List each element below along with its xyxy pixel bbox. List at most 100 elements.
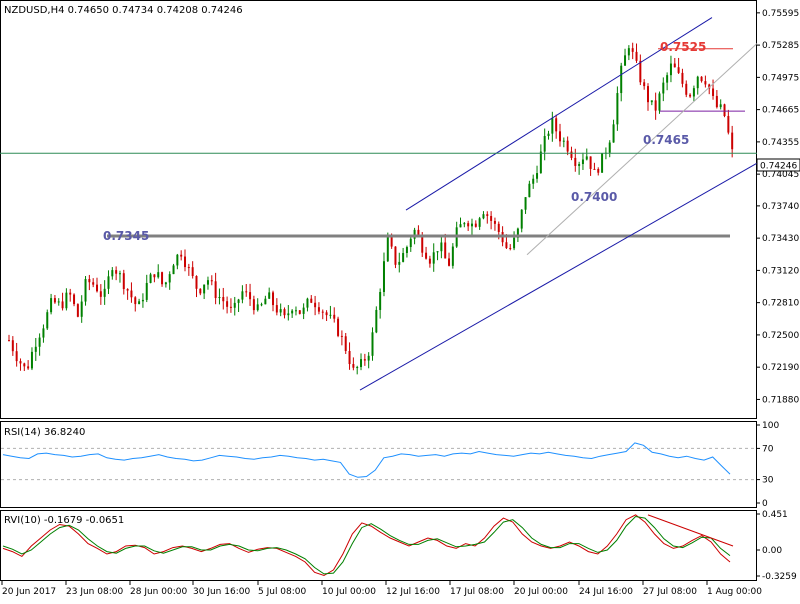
candle-body (134, 297, 137, 305)
candle-body (467, 223, 470, 227)
candle-body (122, 273, 125, 290)
rsi-pane[interactable] (1, 442, 756, 481)
x-tick-label: 24 Jul 16:00 (579, 587, 633, 597)
candle-body (405, 247, 408, 254)
candle-body (187, 267, 190, 269)
level-label-0.7400: 0.7400 (571, 190, 617, 204)
candle-body (562, 140, 565, 142)
candle-body (314, 302, 317, 308)
rvi-tick-label: -0.3259 (762, 572, 797, 582)
candle-body (153, 274, 156, 278)
y-tick-label: 0.72810 (762, 299, 799, 309)
candle-body (84, 279, 87, 302)
candle-body (631, 48, 634, 52)
candle-body (229, 306, 232, 308)
x-tick-label: 1 Aug 00:00 (707, 587, 762, 597)
candle-body (99, 291, 102, 297)
candle-body (532, 178, 535, 184)
candle-body (616, 93, 619, 125)
candle-body (558, 131, 561, 142)
candle-body (723, 104, 726, 117)
candle-body (379, 291, 382, 310)
candle-body (677, 67, 680, 73)
rvi-tick-label: 0.451 (762, 510, 788, 520)
y-tick-label: 0.75595 (762, 9, 799, 19)
candle-body (191, 267, 194, 277)
candle-body (635, 51, 638, 61)
candle-body (386, 236, 389, 262)
candle-body (241, 291, 244, 300)
rvi-tick-label: 0.00 (762, 546, 782, 556)
candle-body (210, 280, 213, 282)
x-tick-label: 27 Jul 08:00 (643, 587, 697, 597)
candle-body (272, 292, 275, 306)
candle-body (696, 76, 699, 89)
candle-body (348, 351, 351, 365)
x-tick-label: 10 Jul 00:00 (322, 587, 376, 597)
candle-body (375, 309, 378, 333)
candle-body (38, 337, 41, 347)
channel-mid-line (526, 43, 758, 256)
candle-body (493, 220, 496, 224)
candle-body (294, 310, 297, 312)
candle-body (291, 310, 294, 314)
candle-body (478, 218, 481, 227)
candle-body (658, 93, 661, 111)
candle-body (608, 142, 611, 153)
candle-body (164, 282, 167, 285)
candle-body (371, 332, 374, 356)
candle-body (107, 276, 110, 289)
candle-body (218, 297, 221, 299)
candle-body (689, 94, 692, 97)
candle-body (321, 311, 324, 313)
candle-body (425, 252, 428, 259)
x-tick-label: 23 Jun 08:00 (66, 587, 123, 597)
price-pane[interactable] (0, 17, 758, 391)
candle-body (360, 359, 363, 368)
candle-body (226, 301, 229, 307)
candle-body (268, 292, 271, 299)
y-tick-label: 0.74975 (762, 73, 799, 83)
candle-body (589, 156, 592, 169)
candle-body (275, 305, 278, 313)
y-tick-label: 0.73430 (762, 234, 799, 244)
x-tick-label: 30 Jun 16:00 (193, 587, 250, 597)
candle-body (11, 340, 14, 352)
candle-body (42, 328, 45, 338)
x-tick-label: 20 Jun 2017 (2, 587, 56, 597)
x-tick-label: 17 Jul 08:00 (450, 587, 504, 597)
candle-body (329, 314, 332, 316)
candle-body (149, 274, 152, 283)
candle-body (704, 81, 707, 85)
candle-body (700, 76, 703, 82)
candle-body (126, 289, 129, 291)
candle-body (662, 82, 665, 94)
candle-body (195, 276, 198, 289)
candle-body (539, 151, 542, 174)
candle-body (302, 307, 305, 314)
candle-body (654, 100, 657, 111)
x-tick-label: 5 Jul 08:00 (258, 587, 307, 597)
rsi-line (2, 442, 731, 478)
candle-body (325, 312, 328, 316)
candle-body (402, 253, 405, 262)
y-tick-label: 0.73740 (762, 202, 799, 212)
candle-body (715, 95, 718, 108)
candle-body (513, 237, 516, 249)
rvi-pane[interactable] (2, 514, 734, 577)
candle-body (551, 118, 554, 134)
candle-body (593, 168, 596, 170)
candle-body (578, 164, 581, 166)
candle-body (505, 242, 508, 248)
x-tick-label: 12 Jul 16:00 (386, 587, 440, 597)
candle-body (306, 298, 309, 308)
candle-body (103, 288, 106, 297)
candle-body (118, 273, 121, 275)
candle-body (421, 236, 424, 253)
candle-body (516, 228, 519, 238)
candle-body (157, 272, 160, 278)
candle-body (53, 298, 56, 303)
main-pane-frame (0, 0, 757, 419)
level-label-0.7465: 0.7465 (643, 133, 689, 147)
